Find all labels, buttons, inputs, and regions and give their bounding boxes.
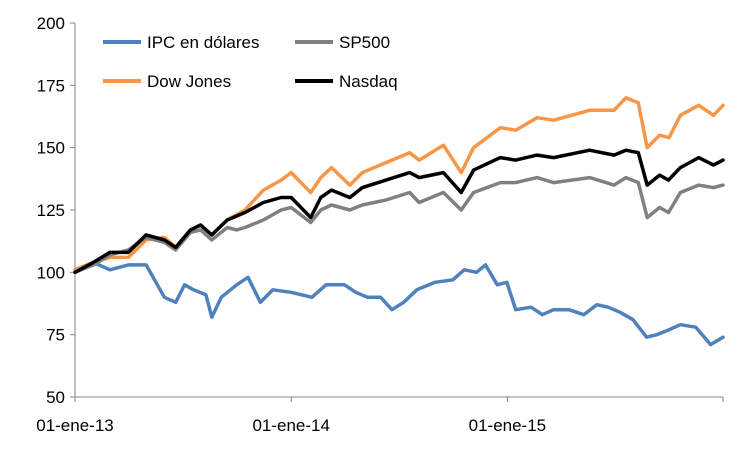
legend-entry-nasdaq: Nasdaq	[295, 72, 398, 91]
legend-entry-ipc: IPC en dólares	[103, 33, 259, 52]
legend-label-nasdaq: Nasdaq	[339, 72, 398, 91]
y-tick-label: 75	[46, 326, 65, 345]
y-tick-label: 150	[37, 139, 65, 158]
x-tick-label: 01-ene-14	[252, 416, 330, 435]
legend-entry-dowjones: Dow Jones	[103, 72, 231, 91]
y-tick-label: 50	[46, 388, 65, 407]
series-line-nasdaq	[73, 148, 725, 275]
series-line-sp500	[73, 175, 725, 275]
y-tick-label: 100	[37, 263, 65, 282]
x-tick-label: 01-ene-13	[36, 416, 114, 435]
series-line-ipc	[73, 260, 725, 347]
legend-entry-sp500: SP500	[295, 33, 390, 52]
x-tick-label: 01-ene-15	[469, 416, 547, 435]
series-lines	[73, 96, 725, 347]
axes: 50 75 100 125 150 175 200 01-ene-13 01-ene-14 01-…	[36, 14, 724, 435]
legend-label-ipc: IPC en dólares	[147, 33, 259, 52]
legend-label-sp500: SP500	[339, 33, 390, 52]
y-tick-label: 125	[37, 201, 65, 220]
legend: IPC en dólares SP500 Dow Jones Nasdaq	[103, 33, 398, 91]
y-tick-label: 200	[37, 14, 65, 33]
y-tick-label: 175	[37, 76, 65, 95]
legend-label-dowjones: Dow Jones	[147, 72, 231, 91]
